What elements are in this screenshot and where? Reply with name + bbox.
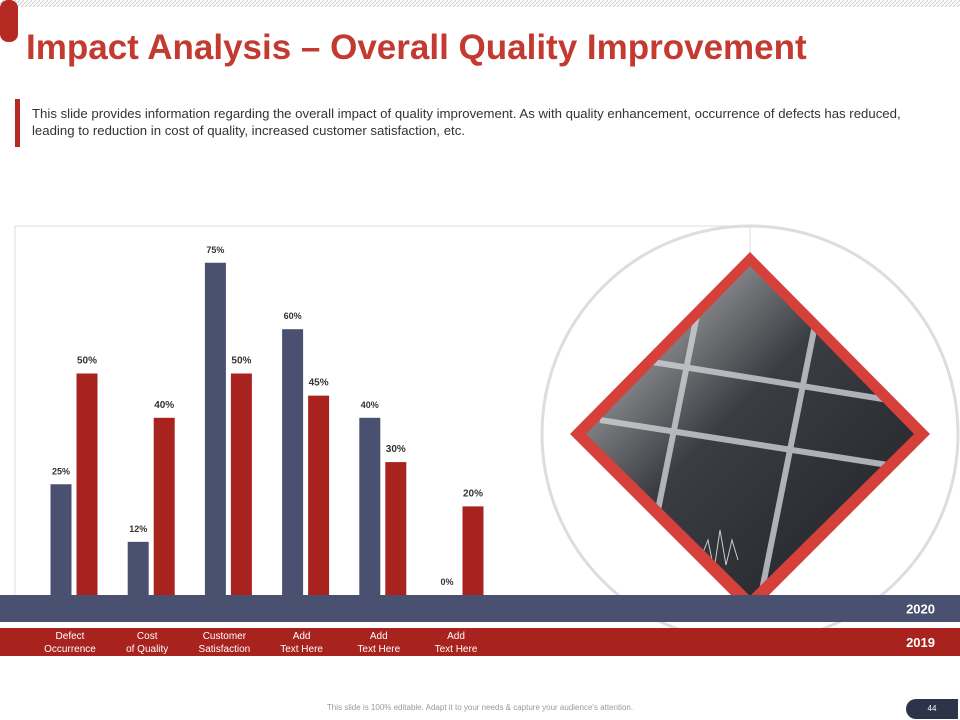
bar	[204, 262, 226, 595]
value-label: 40%	[154, 400, 174, 411]
photo	[586, 266, 914, 596]
value-label: 30%	[386, 444, 406, 455]
value-label: 20%	[463, 488, 483, 499]
bar	[153, 417, 175, 595]
category-label: Add Text Here	[280, 631, 323, 655]
value-label: 45%	[309, 378, 329, 389]
bar	[462, 506, 484, 595]
value-label: 25%	[52, 466, 70, 476]
legend-band	[0, 595, 960, 622]
slide-title: Impact Analysis – Overall Quality Improv…	[26, 28, 807, 67]
value-label: 50%	[77, 356, 97, 367]
value-label: 12%	[129, 524, 147, 534]
bar	[127, 541, 149, 595]
category-label: Defect Occurrence	[44, 631, 96, 655]
category-label: Customer Satisfaction	[198, 631, 251, 655]
bar	[50, 484, 72, 595]
bar	[230, 373, 252, 595]
description: This slide provides information regardin…	[32, 106, 901, 138]
bar	[308, 395, 330, 595]
value-label: 60%	[284, 311, 302, 321]
value-label: 0%	[440, 577, 453, 587]
value-label: 50%	[231, 356, 251, 367]
legend-label: 2020	[906, 602, 935, 617]
category-label: Add Text Here	[357, 631, 401, 655]
top-strip	[0, 0, 960, 7]
value-label: 75%	[206, 245, 224, 255]
accent-bar	[15, 99, 20, 147]
bar	[76, 373, 98, 595]
page-number: 44	[906, 699, 958, 719]
bar	[282, 329, 304, 595]
bar	[359, 417, 381, 595]
bar	[385, 462, 407, 595]
legend-label: 2019	[906, 635, 935, 650]
corner-tab	[0, 0, 18, 42]
footer-note: This slide is 100% editable. Adapt it to…	[326, 703, 634, 712]
category-label: Cost of Quality	[126, 631, 169, 655]
value-label: 40%	[361, 400, 379, 410]
category-label: Add Text Here	[434, 631, 478, 655]
legend-band	[0, 628, 960, 656]
